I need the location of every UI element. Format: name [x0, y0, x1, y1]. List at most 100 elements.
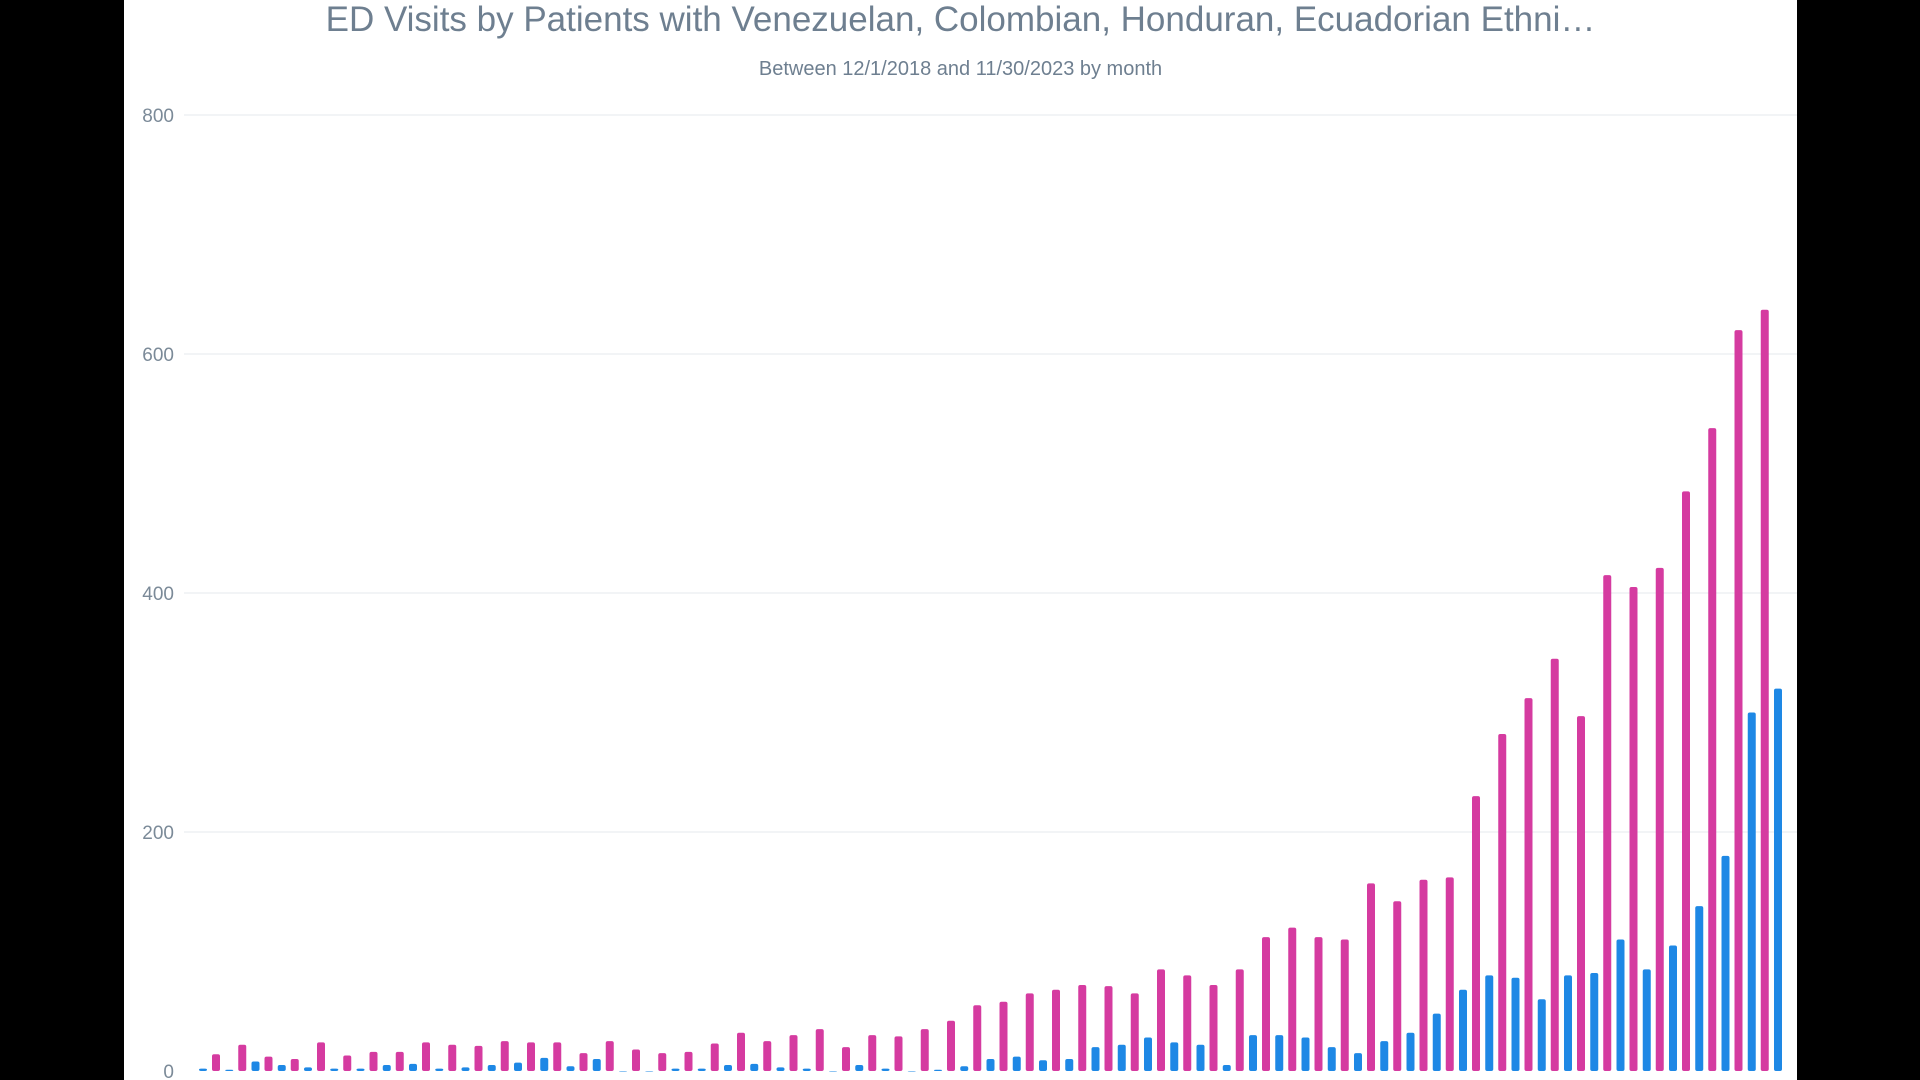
bar-series-1[interactable]: [1590, 973, 1599, 1071]
bar-series-2[interactable]: [1235, 969, 1244, 1071]
bar-series-1[interactable]: [671, 1068, 680, 1071]
bar-series-2[interactable]: [212, 1054, 220, 1071]
bar-series-2[interactable]: [1078, 984, 1087, 1071]
bar-series-1[interactable]: [1012, 1056, 1021, 1071]
bar-series-2[interactable]: [999, 1001, 1008, 1071]
bar-series-1[interactable]: [1091, 1047, 1100, 1071]
bar-series-1[interactable]: [1196, 1044, 1205, 1071]
bar-series-2[interactable]: [894, 1036, 903, 1071]
bar-series-2[interactable]: [1577, 716, 1585, 1071]
bar-series-1[interactable]: [1432, 1013, 1441, 1071]
bar-series-1[interactable]: [1669, 945, 1677, 1071]
bar-series-2[interactable]: [632, 1049, 640, 1071]
bar-series-2[interactable]: [1603, 575, 1612, 1071]
bar-series-2[interactable]: [710, 1043, 719, 1071]
bar-series-1[interactable]: [619, 1071, 627, 1072]
bar-series-2[interactable]: [973, 1005, 982, 1071]
bar-series-1[interactable]: [435, 1068, 444, 1071]
bar-series-1[interactable]: [1695, 906, 1704, 1071]
bar-series-2[interactable]: [1130, 993, 1139, 1071]
bar-series-2[interactable]: [789, 1035, 798, 1071]
bar-series-2[interactable]: [343, 1055, 352, 1071]
bar-series-1[interactable]: [1721, 855, 1730, 1071]
bar-series-2[interactable]: [1262, 937, 1270, 1071]
bar-series-2[interactable]: [684, 1051, 693, 1071]
bar-series-1[interactable]: [1065, 1059, 1074, 1071]
bar-series-1[interactable]: [514, 1062, 522, 1071]
bar-series-2[interactable]: [1157, 969, 1165, 1071]
bar-series-2[interactable]: [1708, 428, 1717, 1072]
bar-series-1[interactable]: [199, 1068, 207, 1071]
bar-series-2[interactable]: [290, 1059, 299, 1071]
bar-series-2[interactable]: [474, 1045, 483, 1071]
bar-series-1[interactable]: [1747, 712, 1756, 1072]
bar-series-1[interactable]: [960, 1066, 969, 1071]
bar-series-1[interactable]: [1301, 1037, 1310, 1071]
bar-series-2[interactable]: [947, 1020, 955, 1071]
bar-series-1[interactable]: [225, 1069, 234, 1071]
bar-series-1[interactable]: [1275, 1035, 1284, 1071]
bar-series-2[interactable]: [1052, 989, 1060, 1071]
bar-series-2[interactable]: [1445, 877, 1454, 1071]
bar-series-2[interactable]: [1550, 658, 1559, 1071]
bar-series-2[interactable]: [1629, 587, 1638, 1071]
bar-series-1[interactable]: [855, 1065, 864, 1071]
bar-series-2[interactable]: [1367, 883, 1375, 1071]
bar-series-1[interactable]: [724, 1065, 732, 1071]
bar-series-1[interactable]: [829, 1071, 837, 1072]
bar-series-2[interactable]: [395, 1051, 404, 1071]
bar-series-2[interactable]: [238, 1044, 247, 1071]
bar-series-2[interactable]: [448, 1044, 457, 1071]
bar-series-1[interactable]: [1249, 1035, 1257, 1071]
bar-series-1[interactable]: [1144, 1037, 1152, 1071]
bar-series-1[interactable]: [1511, 977, 1520, 1071]
bar-series-2[interactable]: [1288, 927, 1297, 1071]
bar-series-2[interactable]: [842, 1047, 850, 1071]
bar-series-2[interactable]: [1209, 984, 1218, 1071]
bar-series-1[interactable]: [330, 1068, 339, 1071]
bar-series-2[interactable]: [1025, 993, 1034, 1071]
bar-series-2[interactable]: [1314, 937, 1323, 1071]
bar-series-1[interactable]: [540, 1057, 549, 1071]
bar-series-1[interactable]: [1222, 1065, 1231, 1071]
bar-series-2[interactable]: [579, 1053, 588, 1071]
bar-series-1[interactable]: [1406, 1032, 1415, 1071]
bar-series-1[interactable]: [251, 1061, 260, 1071]
bar-series-2[interactable]: [264, 1056, 273, 1071]
bar-series-1[interactable]: [645, 1071, 654, 1072]
bar-series-1[interactable]: [1117, 1044, 1126, 1071]
bar-series-2[interactable]: [605, 1041, 614, 1071]
bar-series-1[interactable]: [487, 1065, 496, 1071]
bar-series-1[interactable]: [1039, 1060, 1047, 1071]
bar-series-2[interactable]: [737, 1032, 745, 1071]
bar-series-1[interactable]: [1537, 999, 1546, 1071]
bar-series-1[interactable]: [382, 1065, 391, 1071]
bar-series-1[interactable]: [1354, 1053, 1362, 1071]
bar-series-2[interactable]: [1734, 330, 1743, 1072]
bar-series-1[interactable]: [566, 1066, 575, 1071]
bar-series-2[interactable]: [920, 1029, 929, 1071]
bar-series-2[interactable]: [527, 1042, 535, 1071]
bar-series-1[interactable]: [1380, 1041, 1389, 1071]
bar-series-2[interactable]: [1183, 975, 1192, 1071]
bar-series-2[interactable]: [1498, 734, 1507, 1071]
bar-series-2[interactable]: [1524, 698, 1533, 1071]
bar-series-2[interactable]: [1472, 796, 1480, 1071]
bar-series-2[interactable]: [1419, 879, 1428, 1071]
bar-series-1[interactable]: [356, 1068, 365, 1071]
bar-series-1[interactable]: [750, 1063, 759, 1071]
bar-series-1[interactable]: [592, 1059, 601, 1071]
bar-series-2[interactable]: [1760, 309, 1769, 1071]
bar-series-1[interactable]: [304, 1067, 312, 1071]
bar-series-2[interactable]: [868, 1035, 877, 1071]
bar-series-1[interactable]: [1459, 989, 1467, 1071]
bar-series-1[interactable]: [461, 1067, 470, 1071]
bar-series-1[interactable]: [934, 1069, 942, 1071]
bar-series-1[interactable]: [1774, 688, 1782, 1071]
bar-series-2[interactable]: [815, 1029, 824, 1071]
bar-series-2[interactable]: [1393, 901, 1402, 1071]
bar-series-2[interactable]: [763, 1041, 772, 1071]
bar-series-1[interactable]: [1642, 969, 1651, 1071]
bar-series-2[interactable]: [1104, 986, 1113, 1071]
bar-series-1[interactable]: [697, 1068, 706, 1071]
